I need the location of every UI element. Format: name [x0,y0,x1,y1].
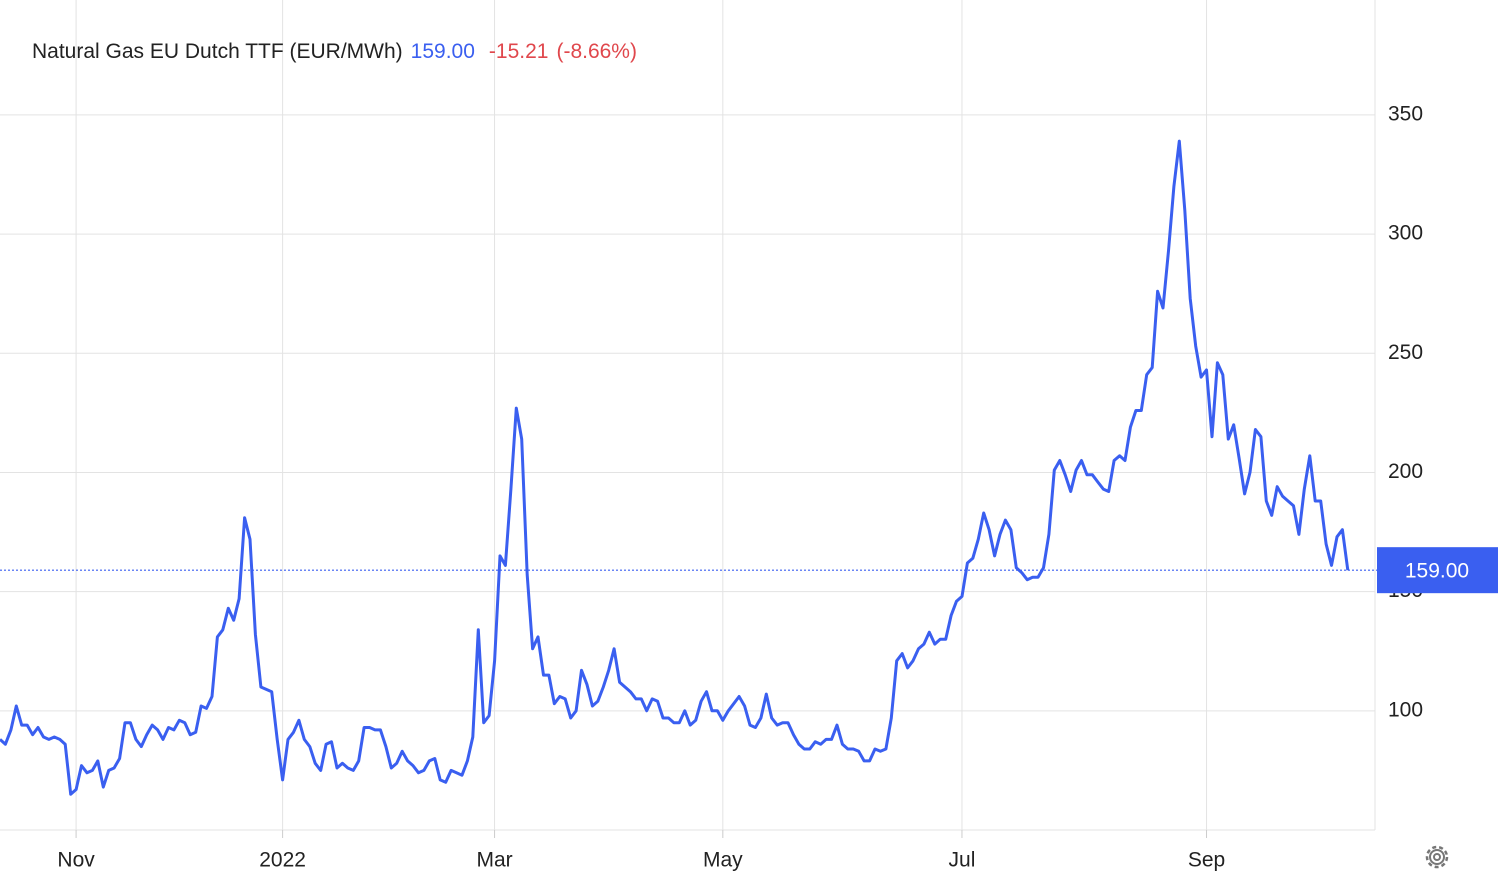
y-tick-label: 300 [1388,222,1423,245]
x-tick-label: Jul [949,849,976,872]
x-tick-label: Mar [476,849,512,872]
change: -15.21 [489,40,549,63]
grid [0,0,1375,830]
y-tick-label: 100 [1388,698,1423,721]
x-tick-label: Sep [1188,849,1225,872]
x-tick-label: Nov [57,849,95,872]
price: 159.00 [411,40,475,63]
change-pct: (-8.66%) [556,40,637,63]
y-tick-label: 200 [1388,460,1423,483]
last-price-label: 159.00 [1405,560,1469,583]
x-tick-label: May [703,849,743,872]
chart-title: Natural Gas EU Dutch TTF (EUR/MWh) 159.00… [32,40,637,63]
settings-icon[interactable] [1425,845,1449,869]
price-line [0,139,1350,796]
last-price-box [1377,547,1498,594]
title: Natural Gas EU Dutch TTF (EUR/MWh) [32,40,403,63]
y-tick-label: 250 [1388,341,1423,364]
x-tick-label: 2022 [259,849,306,872]
y-tick-label: 350 [1388,102,1423,125]
